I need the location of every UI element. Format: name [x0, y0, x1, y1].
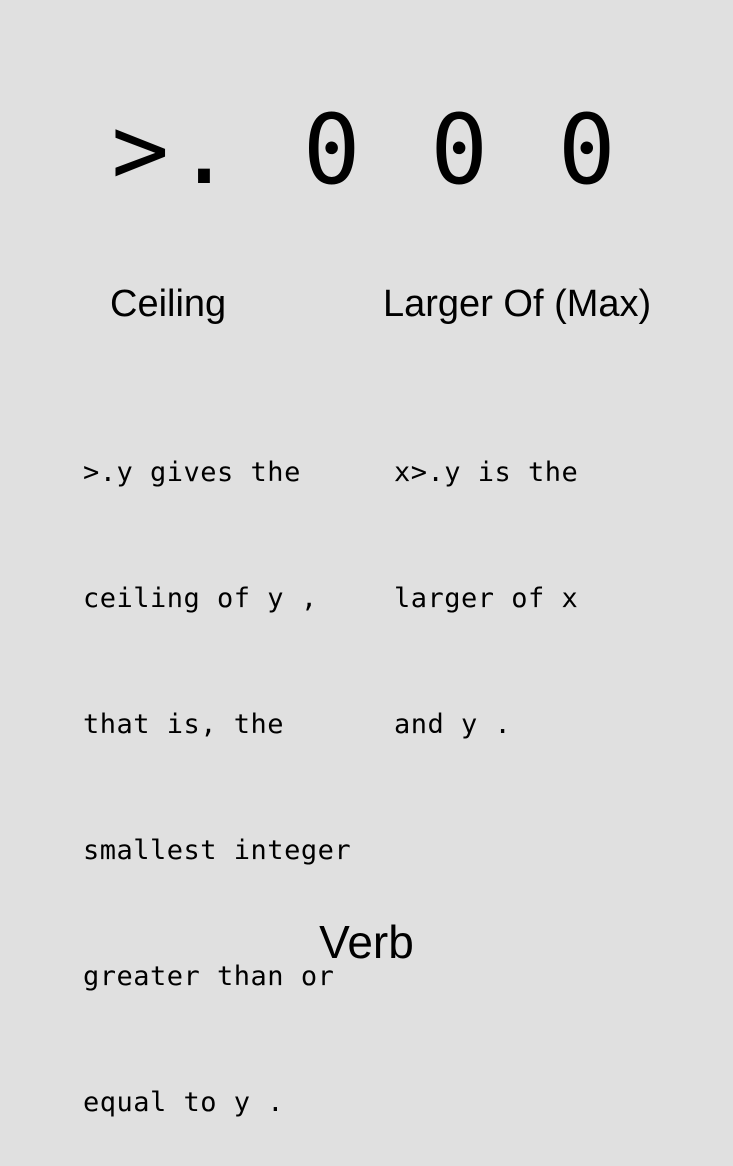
description-line: equal to y .	[83, 1087, 285, 1118]
monadic-title: Ceiling	[110, 283, 227, 325]
verb-symbol: >. 0 0 0	[111, 94, 622, 206]
description-line: greater than or	[83, 961, 335, 992]
part-of-speech-label: Verb	[319, 916, 414, 968]
description-line: ceiling of y ,	[83, 583, 318, 614]
description-line: and y .	[394, 709, 512, 740]
monadic-description: >.y gives the ceiling of y , that is, th…	[83, 368, 373, 1166]
description-line: x>.y is the	[394, 457, 579, 488]
description-line: smallest integer	[83, 835, 352, 866]
dyadic-title: Larger Of (Max)	[383, 283, 652, 325]
description-line: larger of x	[394, 583, 579, 614]
dyadic-description: x>.y is the larger of x and y .	[394, 368, 684, 788]
description-line: >.y gives the	[83, 457, 301, 488]
description-line: that is, the	[83, 709, 285, 740]
